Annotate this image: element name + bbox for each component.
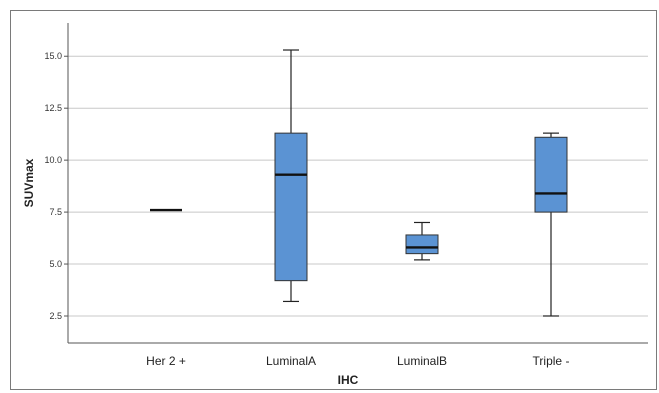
y-axis-title: SUVmax (22, 158, 36, 207)
x-axis-title: IHC (338, 373, 359, 387)
y-tick-label: 5.0 (49, 259, 62, 269)
x-tick-label: Triple - (533, 354, 570, 368)
y-tick-label: 15.0 (44, 51, 62, 61)
y-tick-label: 12.5 (44, 103, 62, 113)
y-tick-label: 7.5 (49, 207, 62, 217)
box-2 (274, 49, 308, 303)
y-tick-label: 2.5 (49, 311, 62, 321)
y-tick-label: 10.0 (44, 155, 62, 165)
chart-frame: 2.5 5.0 7.5 10.0 12.5 15.0 Her 2 + LuminalA Lumi… (10, 10, 657, 390)
x-tick-label: LuminalB (397, 354, 447, 368)
iqr-box (274, 132, 308, 282)
boxplot-chart: 2.5 5.0 7.5 10.0 12.5 15.0 Her 2 + LuminalA Lumi… (22, 23, 648, 387)
iqr-box (405, 234, 439, 255)
boxes (150, 49, 568, 317)
iqr-box (534, 136, 568, 213)
box-3 (405, 221, 439, 261)
x-tick-label: Her 2 + (146, 354, 186, 368)
axes: 2.5 5.0 7.5 10.0 12.5 15.0 Her 2 + LuminalA Lumi… (44, 23, 648, 368)
box-4 (534, 132, 568, 317)
x-tick-label: LuminalA (266, 354, 316, 368)
